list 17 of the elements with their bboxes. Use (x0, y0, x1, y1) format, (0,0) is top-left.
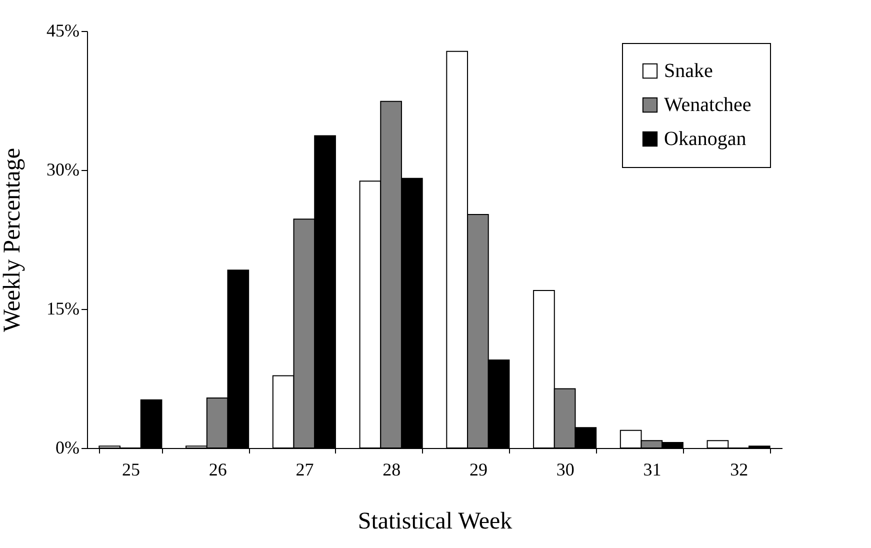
x-tick-label: 31 (643, 460, 662, 480)
y-tick-label: 45% (46, 20, 80, 40)
x-axis-title: Statistical Week (358, 508, 512, 534)
x-tick-label: 29 (469, 460, 488, 480)
x-tick-label: 28 (382, 460, 401, 480)
x-tick-label: 27 (296, 460, 314, 480)
y-axis-title: Weekly Percentage (0, 148, 26, 332)
y-tick-label: 15% (46, 298, 80, 318)
x-tick-label: 32 (730, 460, 748, 480)
x-tick-label: 25 (122, 460, 140, 480)
legend-label: Okanogan (664, 128, 746, 150)
x-tick-label: 26 (208, 460, 227, 480)
y-tick-label: 30% (46, 160, 80, 180)
legend-label: Snake (664, 60, 713, 82)
legend-label: Wenatchee (664, 94, 752, 116)
x-tick-label: 30 (556, 460, 574, 480)
y-tick-label: 0% (56, 438, 80, 458)
